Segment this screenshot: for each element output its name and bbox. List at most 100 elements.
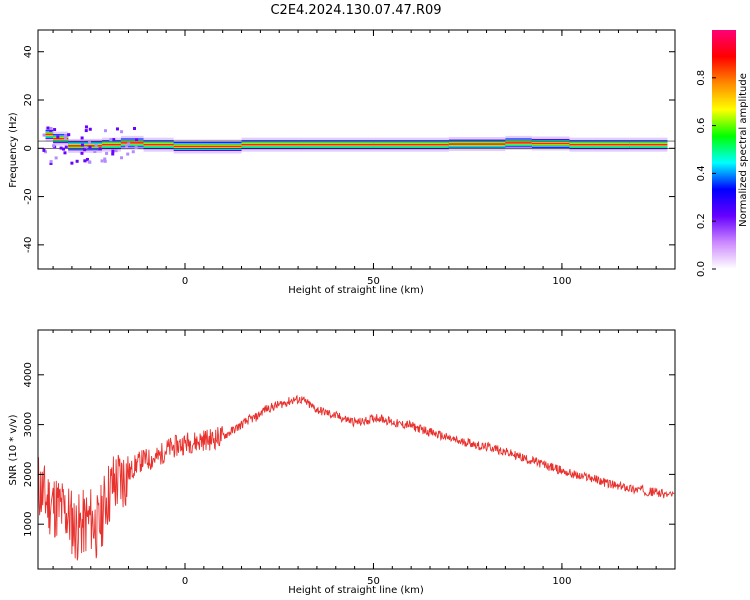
- x-tick-label: 100: [552, 576, 571, 587]
- band-speckle: [49, 161, 53, 165]
- snr-plot-area: [38, 330, 675, 569]
- band-speckle: [103, 157, 107, 161]
- snr-xlabel: Height of straight line (km): [288, 585, 424, 596]
- colorbar: 0.0 0.2 0.4 0.6 0.8 Normalized spectral ampl…: [696, 30, 749, 277]
- band-speckle: [87, 141, 91, 145]
- band-speckle: [49, 160, 53, 164]
- band-core: [53, 137, 69, 140]
- band-speckle: [94, 143, 98, 147]
- band-speckle: [70, 161, 74, 165]
- figure-title: C2E4.2024.130.07.47.R09: [270, 3, 441, 18]
- y-tick-label: 2000: [23, 462, 34, 487]
- band-speckle: [87, 160, 91, 164]
- band-speckle: [75, 159, 79, 163]
- colorbar-tick-label: 0.4: [696, 165, 707, 181]
- band-core: [531, 142, 570, 145]
- spectrogram-xlabel: Height of straight line (km): [288, 285, 424, 296]
- snr-line: [37, 394, 675, 561]
- band-core: [298, 143, 374, 146]
- snr-series: [37, 394, 675, 561]
- band-speckle: [64, 134, 68, 138]
- x-tick-label: 50: [367, 276, 380, 287]
- y-tick-label: 4000: [23, 362, 34, 387]
- band-speckle: [84, 145, 88, 149]
- band-speckle: [98, 147, 102, 151]
- band-speckle: [67, 133, 71, 137]
- band-core: [505, 142, 532, 144]
- band-speckle: [84, 129, 88, 133]
- x-tick-label: 50: [367, 576, 380, 587]
- band-speckle: [109, 138, 113, 142]
- band-speckle: [112, 138, 116, 142]
- snr-axis-ticks: 0 50 100 1000 2000 3000 4000: [23, 330, 676, 587]
- colorbar-tick-label: 0.6: [696, 118, 707, 134]
- band-core: [45, 133, 54, 136]
- band-speckle: [53, 128, 57, 132]
- x-tick-label: 0: [182, 576, 188, 587]
- colorbar-gradient: [712, 30, 736, 269]
- band-core: [629, 143, 668, 146]
- band-speckle: [111, 152, 115, 156]
- band-speckle: [80, 136, 84, 140]
- x-tick-label: 0: [182, 276, 188, 287]
- y-tick-label: 0: [23, 145, 34, 151]
- band-core: [373, 143, 449, 146]
- band-speckle: [54, 156, 58, 160]
- band-speckle: [44, 150, 48, 154]
- band-core: [68, 145, 84, 147]
- snr-ylabel: SNR (10 * v/v): [8, 414, 19, 485]
- band-speckle: [120, 156, 124, 160]
- band-speckle: [49, 127, 53, 131]
- spectrogram-band: [38, 125, 675, 165]
- y-tick-label: -20: [23, 188, 34, 204]
- snr-frame: [37, 329, 676, 570]
- band-speckle: [88, 145, 92, 149]
- band-speckle: [63, 151, 67, 155]
- band-speckle: [85, 157, 89, 161]
- band-core: [173, 145, 201, 148]
- y-tick-label: -40: [23, 237, 34, 253]
- band-speckle: [80, 143, 84, 147]
- band-speckle: [100, 159, 104, 163]
- band-speckle: [135, 138, 139, 142]
- band-speckle: [62, 147, 66, 151]
- band-speckle: [49, 128, 53, 132]
- band-core: [592, 143, 630, 146]
- band-speckle: [84, 125, 88, 129]
- band-speckle: [131, 150, 135, 154]
- band-core: [143, 143, 174, 146]
- spectrogram-axis-ticks: 0 50 100 -40 -20 0 20 40: [23, 30, 676, 287]
- y-tick-label: 40: [23, 45, 34, 58]
- band-speckle: [42, 148, 46, 152]
- colorbar-tick-label: 0.2: [696, 213, 707, 229]
- band-speckle: [46, 126, 50, 130]
- colorbar-tick-label: 0.0: [696, 261, 707, 277]
- band-core: [569, 143, 593, 146]
- band-speckle: [64, 145, 68, 149]
- band-speckle: [120, 130, 124, 134]
- band-core: [448, 143, 506, 145]
- band-speckle: [105, 151, 109, 155]
- colorbar-tick-label: 0.8: [696, 70, 707, 86]
- spectrogram-panel: 0 50 100 -40 -20 0 20 40 Height of straight lin…: [8, 29, 676, 296]
- band-speckle: [93, 150, 97, 154]
- band-speckle: [127, 142, 131, 146]
- band-speckle: [114, 149, 118, 153]
- band-speckle: [111, 149, 115, 153]
- band-speckle: [134, 145, 138, 149]
- band-core: [94, 145, 103, 147]
- y-tick-label: 1000: [23, 511, 34, 536]
- y-tick-label: 3000: [23, 412, 34, 437]
- colorbar-label: Normalized spectral amplitude: [738, 73, 749, 227]
- band-speckle: [103, 159, 107, 163]
- band-core: [200, 145, 242, 148]
- snr-panel: 0 50 100 1000 2000 3000 4000 Height of straigh…: [8, 329, 676, 596]
- band-speckle: [125, 144, 129, 148]
- band-speckle: [133, 126, 137, 130]
- band-speckle: [42, 133, 46, 137]
- band-speckle: [56, 135, 60, 139]
- spectrogram-frame: [37, 29, 676, 270]
- band-speckle: [103, 129, 107, 133]
- band-speckle: [126, 152, 130, 156]
